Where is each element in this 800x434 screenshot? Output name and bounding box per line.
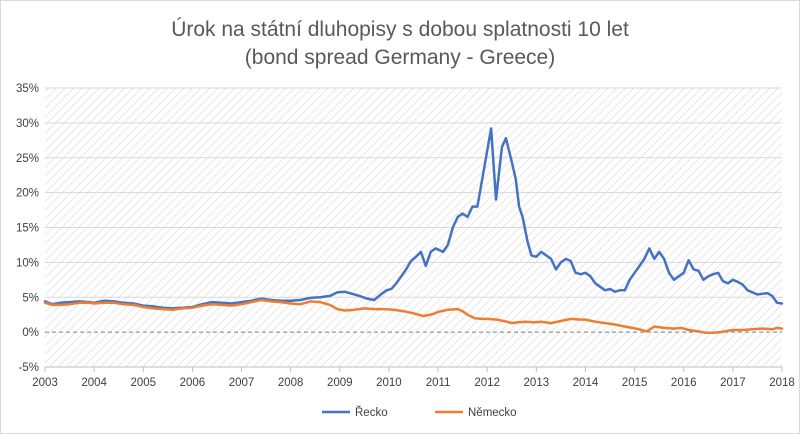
x-tick-label: 2011 bbox=[426, 377, 451, 389]
y-tick-label: 0% bbox=[22, 327, 39, 339]
series-layer bbox=[43, 127, 784, 335]
y-tick-label: 30% bbox=[16, 118, 39, 130]
y-tick-label: 35% bbox=[16, 83, 39, 95]
series-line-1 bbox=[43, 298, 784, 335]
legend: Řecko Německo bbox=[322, 406, 517, 419]
series-line-0 bbox=[43, 127, 784, 310]
chart-title-block: Úrok na státní dluhopisy s dobou splatno… bbox=[0, 16, 800, 72]
x-tick-label: 2014 bbox=[573, 377, 599, 389]
y-tick-label: 15% bbox=[16, 223, 39, 235]
x-tick-label: 2009 bbox=[327, 377, 353, 389]
y-tick-label: 20% bbox=[16, 188, 39, 200]
x-tick-label: 2012 bbox=[474, 377, 500, 389]
y-tick-label: -5% bbox=[19, 362, 39, 374]
y-tick-label: 5% bbox=[22, 292, 39, 304]
legend-label: Německo bbox=[468, 407, 517, 419]
x-tick-label: 2006 bbox=[180, 377, 206, 389]
x-tick-label: 2005 bbox=[130, 377, 156, 389]
x-tick-label: 2017 bbox=[720, 377, 746, 389]
x-tick-label: 2008 bbox=[278, 377, 304, 389]
x-tick-label: 2018 bbox=[769, 377, 795, 389]
y-tick-label: 25% bbox=[16, 153, 39, 165]
x-tick-label: 2015 bbox=[622, 377, 648, 389]
x-tick-label: 2016 bbox=[671, 377, 697, 389]
x-tick-label: 2013 bbox=[524, 377, 550, 389]
chart-title: Úrok na státní dluhopisy s dobou splatno… bbox=[171, 18, 629, 41]
legend-label: Řecko bbox=[355, 406, 388, 419]
x-tick-label: 2003 bbox=[32, 377, 58, 389]
axis-layer: -5% 0% 5% 10% 15% 20% 25% 30% 35% 2003 2004 2005 200… bbox=[16, 83, 795, 389]
chart-subtitle: (bond spread Germany - Greece) bbox=[244, 46, 556, 69]
y-tick-label: 10% bbox=[16, 257, 39, 269]
x-tick-label: 2004 bbox=[81, 377, 107, 389]
x-tick-label: 2010 bbox=[376, 377, 402, 389]
x-tick-label: 2007 bbox=[229, 377, 255, 389]
